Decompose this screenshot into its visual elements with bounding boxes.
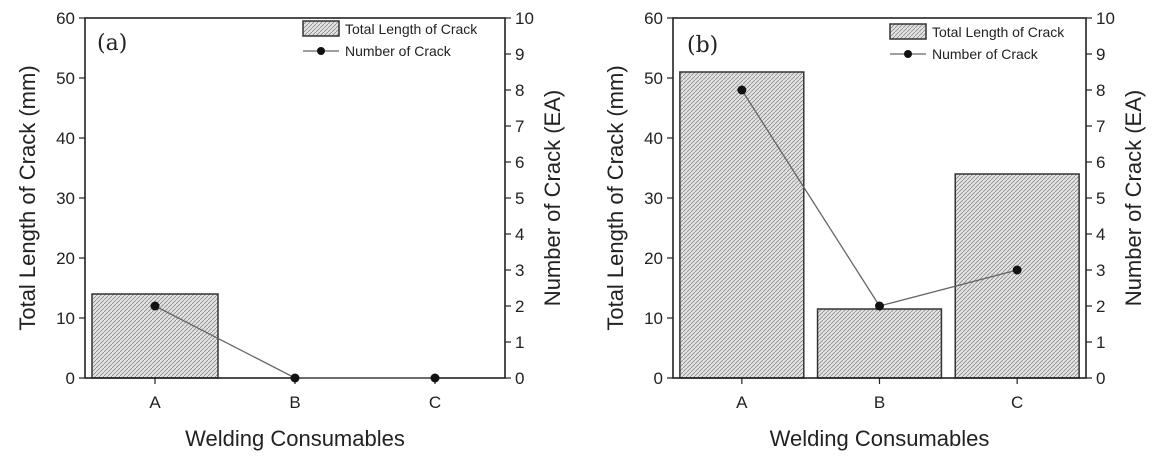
y-axis-title: Total Length of Crack (mm) xyxy=(603,65,628,330)
x-tick-label: B xyxy=(874,393,885,412)
legend-label-length: Total Length of Crack xyxy=(932,24,1065,40)
x-tick-label: A xyxy=(149,393,161,412)
legend-bar-swatch xyxy=(889,23,927,40)
y-tick-label: 0 xyxy=(654,369,663,388)
x-tick-label: C xyxy=(1011,393,1023,412)
y-tick-label: 50 xyxy=(56,69,75,88)
x-axis-title: Welding Consumables xyxy=(185,426,405,451)
y2-axis-title: Number of Crack (EA) xyxy=(540,90,565,306)
y2-tick-label: 5 xyxy=(1096,189,1105,208)
panel-label: (b) xyxy=(687,33,718,58)
y-tick-label: 40 xyxy=(644,129,663,148)
y-tick-label: 30 xyxy=(644,189,663,208)
y-tick-label: 10 xyxy=(644,309,663,328)
bar-a xyxy=(679,71,805,379)
x-tick-label: A xyxy=(736,393,748,412)
chart-panel-b: 0 10 20 30 40 50 60 0 1 2 3 4 5 6 7 8 9 10 A B C Welding Cons… xyxy=(603,9,1146,451)
crack-count-point-a xyxy=(737,85,747,95)
y2-tick-label: 9 xyxy=(515,45,524,64)
crack-count-point-c xyxy=(430,373,440,383)
y-tick-label: 20 xyxy=(644,249,663,268)
y-tick-label: 10 xyxy=(56,309,75,328)
y2-tick-label: 0 xyxy=(1096,369,1105,388)
y2-tick-label: 8 xyxy=(515,81,524,100)
y2-tick-label: 9 xyxy=(1096,45,1105,64)
crack-count-point-c xyxy=(1012,265,1022,275)
y-axis-title: Total Length of Crack (mm) xyxy=(15,65,40,330)
legend-label-count: Number of Crack xyxy=(932,46,1039,62)
y2-tick-label: 7 xyxy=(1096,117,1105,136)
y2-tick-label: 8 xyxy=(1096,81,1105,100)
y2-axis-title: Number of Crack (EA) xyxy=(1121,90,1146,306)
y-tick-label: 50 xyxy=(644,69,663,88)
y2-tick-label: 4 xyxy=(515,225,524,244)
y-tick-label: 60 xyxy=(56,9,75,28)
y2-tick-label: 1 xyxy=(515,333,524,352)
panel-label: (a) xyxy=(97,31,127,56)
y-tick-label: 20 xyxy=(56,249,75,268)
x-axis-title: Welding Consumables xyxy=(770,426,990,451)
x-tick-label: C xyxy=(429,393,441,412)
legend-point-swatch xyxy=(904,50,912,58)
crack-count-point-b xyxy=(290,373,300,383)
y2-tick-label: 10 xyxy=(1096,9,1115,28)
legend-label-count: Number of Crack xyxy=(345,43,452,59)
bar-b xyxy=(816,308,943,379)
y-tick-label: 0 xyxy=(66,369,75,388)
y2-tick-label: 7 xyxy=(515,117,524,136)
y2-tick-label: 2 xyxy=(515,297,524,316)
y2-tick-label: 4 xyxy=(1096,225,1105,244)
bar-c xyxy=(954,173,1080,379)
y2-tick-label: 3 xyxy=(515,261,524,280)
y2-tick-label: 3 xyxy=(1096,261,1105,280)
crack-count-point-b xyxy=(875,301,884,311)
legend-bar-swatch xyxy=(302,20,340,37)
y-tick-label: 30 xyxy=(56,189,75,208)
x-tick-label: B xyxy=(289,393,300,412)
y2-tick-label: 2 xyxy=(1096,297,1105,316)
legend-point-swatch xyxy=(317,47,325,55)
y-tick-label: 40 xyxy=(56,129,75,148)
y2-tick-label: 5 xyxy=(515,189,524,208)
y2-tick-label: 6 xyxy=(515,153,524,172)
y2-tick-label: 1 xyxy=(1096,333,1105,352)
y2-tick-label: 0 xyxy=(515,369,524,388)
y2-tick-label: 10 xyxy=(515,9,534,28)
y-tick-label: 60 xyxy=(644,9,663,28)
y2-tick-label: 6 xyxy=(1096,153,1105,172)
legend-label-length: Total Length of Crack xyxy=(345,21,478,37)
chart-panel-a: 0 10 20 30 40 50 60 0 1 2 3 4 5 6 7 8 9 10 A B C Welding Cons… xyxy=(15,9,565,451)
crack-count-point-a xyxy=(150,301,160,311)
